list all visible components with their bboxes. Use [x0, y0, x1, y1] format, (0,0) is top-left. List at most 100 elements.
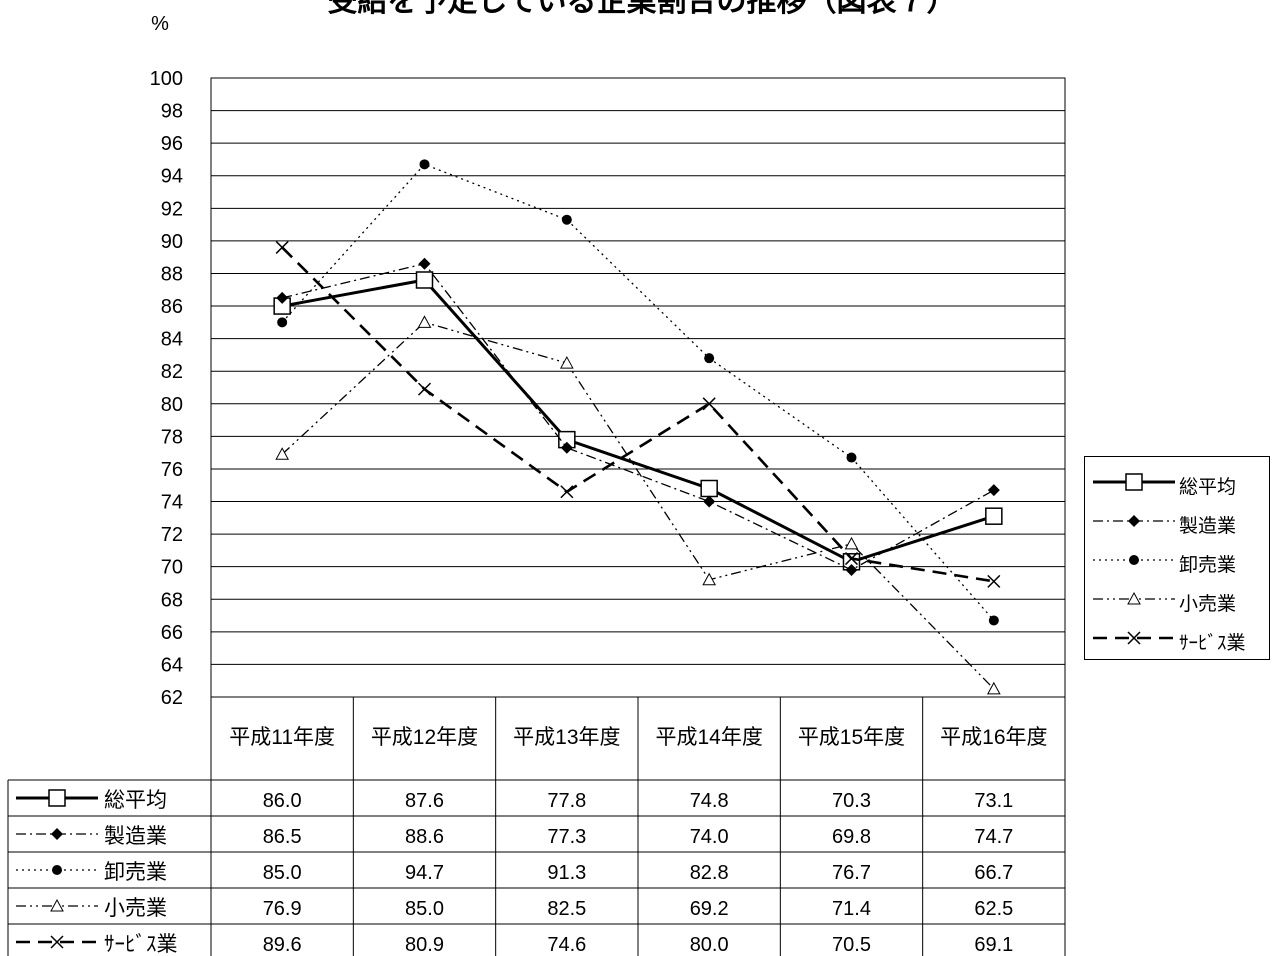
x-tick-label: 平成14年度: [655, 726, 762, 749]
y-axis-label-group: %: [151, 13, 169, 35]
data-point: [419, 159, 430, 170]
y-tick-label: 76: [161, 459, 183, 481]
table-cell: 69.1: [974, 934, 1013, 956]
data-point: [986, 681, 1001, 695]
legend-marker-diamond: [51, 828, 63, 840]
y-tick-label: 96: [161, 133, 183, 155]
y-tick-label: 68: [161, 589, 183, 611]
y-tick-label: 100: [150, 68, 183, 90]
y-tick-label: 84: [161, 329, 183, 351]
data-point: [418, 257, 431, 270]
series-lines: [273, 159, 1003, 695]
table-cell: 91.3: [547, 862, 586, 884]
data-point: [987, 574, 1001, 588]
y-tick-label: 88: [161, 263, 183, 285]
data-point: [275, 447, 290, 460]
table-row-label: 総平均: [104, 789, 167, 812]
series-line-3: [281, 163, 995, 621]
y-tick-label: 64: [161, 654, 183, 676]
table-cell: 82.8: [690, 862, 729, 884]
table-row-label: 小売業: [104, 897, 167, 920]
legend-key: [1093, 631, 1175, 645]
legend-key: [1093, 555, 1175, 565]
legend-item: 総平均: [1085, 465, 1271, 499]
data-point: [846, 452, 857, 463]
legend-label: ｻｰﾋﾞｽ業: [1179, 632, 1246, 654]
data-point: [704, 353, 715, 364]
data-point: [702, 572, 717, 586]
table-cell: 66.7: [974, 862, 1013, 884]
table-row-key: [16, 935, 98, 949]
legend-marker-diamond: [1128, 515, 1140, 527]
x-tick-label: 平成13年度: [513, 726, 620, 749]
table-cell: 77.8: [547, 790, 586, 812]
y-tick-label: 72: [161, 524, 183, 546]
legend: 総平均 製造業 卸売業 小売業 ｻｰﾋﾞｽ業: [1084, 456, 1270, 660]
data-point: [277, 317, 288, 328]
table-cell: 70.5: [832, 934, 871, 956]
table-cell: 71.4: [832, 898, 871, 920]
table-cell: 73.1: [974, 790, 1013, 812]
data-point: [844, 536, 859, 550]
legend-marker-triangle: [50, 898, 64, 912]
legend-marker-x: [1127, 631, 1141, 645]
y-tick-label: 70: [161, 557, 183, 579]
y-tick-label: 74: [161, 492, 183, 514]
legend-label: 総平均: [1179, 476, 1237, 498]
table-cell: 82.5: [547, 898, 586, 920]
legend-item: 小売業: [1085, 582, 1271, 616]
table-row-key: [16, 898, 98, 912]
plot-area-border: [210, 77, 1066, 698]
table-cell: 74.7: [974, 826, 1013, 848]
data-point: [702, 397, 716, 411]
y-tick-label: 66: [161, 622, 183, 644]
table-row-key: [16, 865, 98, 875]
y-axis-ticks: 62 64 66 68 70 72 74 76 78 80 82 84 86 88 90 92 94 96 98 10…: [150, 68, 183, 709]
legend-marker-square: [48, 789, 66, 807]
chart-title: 受給を予定している企業割合の推移（図表７）: [327, 0, 957, 19]
data-point: [276, 291, 289, 304]
table-cell: 70.3: [832, 790, 871, 812]
table-cell: 80.0: [690, 934, 729, 956]
x-tick-label: 平成11年度: [229, 726, 335, 749]
table-cell: 88.6: [405, 826, 444, 848]
table-cell: 69.8: [832, 826, 871, 848]
table-cell: 74.0: [690, 826, 729, 848]
data-point: [844, 552, 859, 566]
legend-label: 小売業: [1179, 593, 1237, 615]
table-cell: 62.5: [974, 898, 1013, 920]
table-row-label: 製造業: [104, 825, 167, 848]
y-axis-label: %: [151, 13, 169, 35]
data-point: [845, 563, 858, 576]
legend-marker-circle: [1129, 555, 1139, 565]
legend-item: ｻｰﾋﾞｽ業: [1085, 621, 1271, 655]
series-line-2: [282, 262, 995, 571]
table-cell: 80.9: [405, 934, 444, 956]
table-cell: 94.7: [405, 862, 444, 884]
series-line-4: [281, 321, 995, 690]
data-point: [985, 507, 1003, 525]
table-row-key: [16, 828, 98, 840]
x-tick-label: 平成16年度: [940, 726, 1047, 749]
y-tick-label: 90: [161, 231, 183, 253]
table-cell: 77.3: [547, 826, 586, 848]
legend-key: [1093, 515, 1175, 527]
gridlines: [210, 77, 1066, 698]
table-cell: 89.6: [263, 934, 302, 956]
data-point: [987, 484, 1000, 497]
data-point: [560, 441, 573, 454]
legend-marker-x: [50, 935, 64, 949]
y-tick-label: 82: [161, 361, 183, 383]
table-row-label: 卸売業: [104, 861, 167, 884]
table-cell: 86.5: [263, 826, 302, 848]
legend-key: [1093, 591, 1175, 605]
table-cell: 76.9: [263, 898, 302, 920]
y-tick-label: 86: [161, 296, 183, 318]
series-line-1: [281, 278, 995, 564]
legend-key: [1093, 473, 1175, 491]
y-tick-label: 98: [161, 101, 183, 123]
legend-marker-circle: [52, 865, 62, 875]
legend-marker-square: [1125, 473, 1143, 491]
